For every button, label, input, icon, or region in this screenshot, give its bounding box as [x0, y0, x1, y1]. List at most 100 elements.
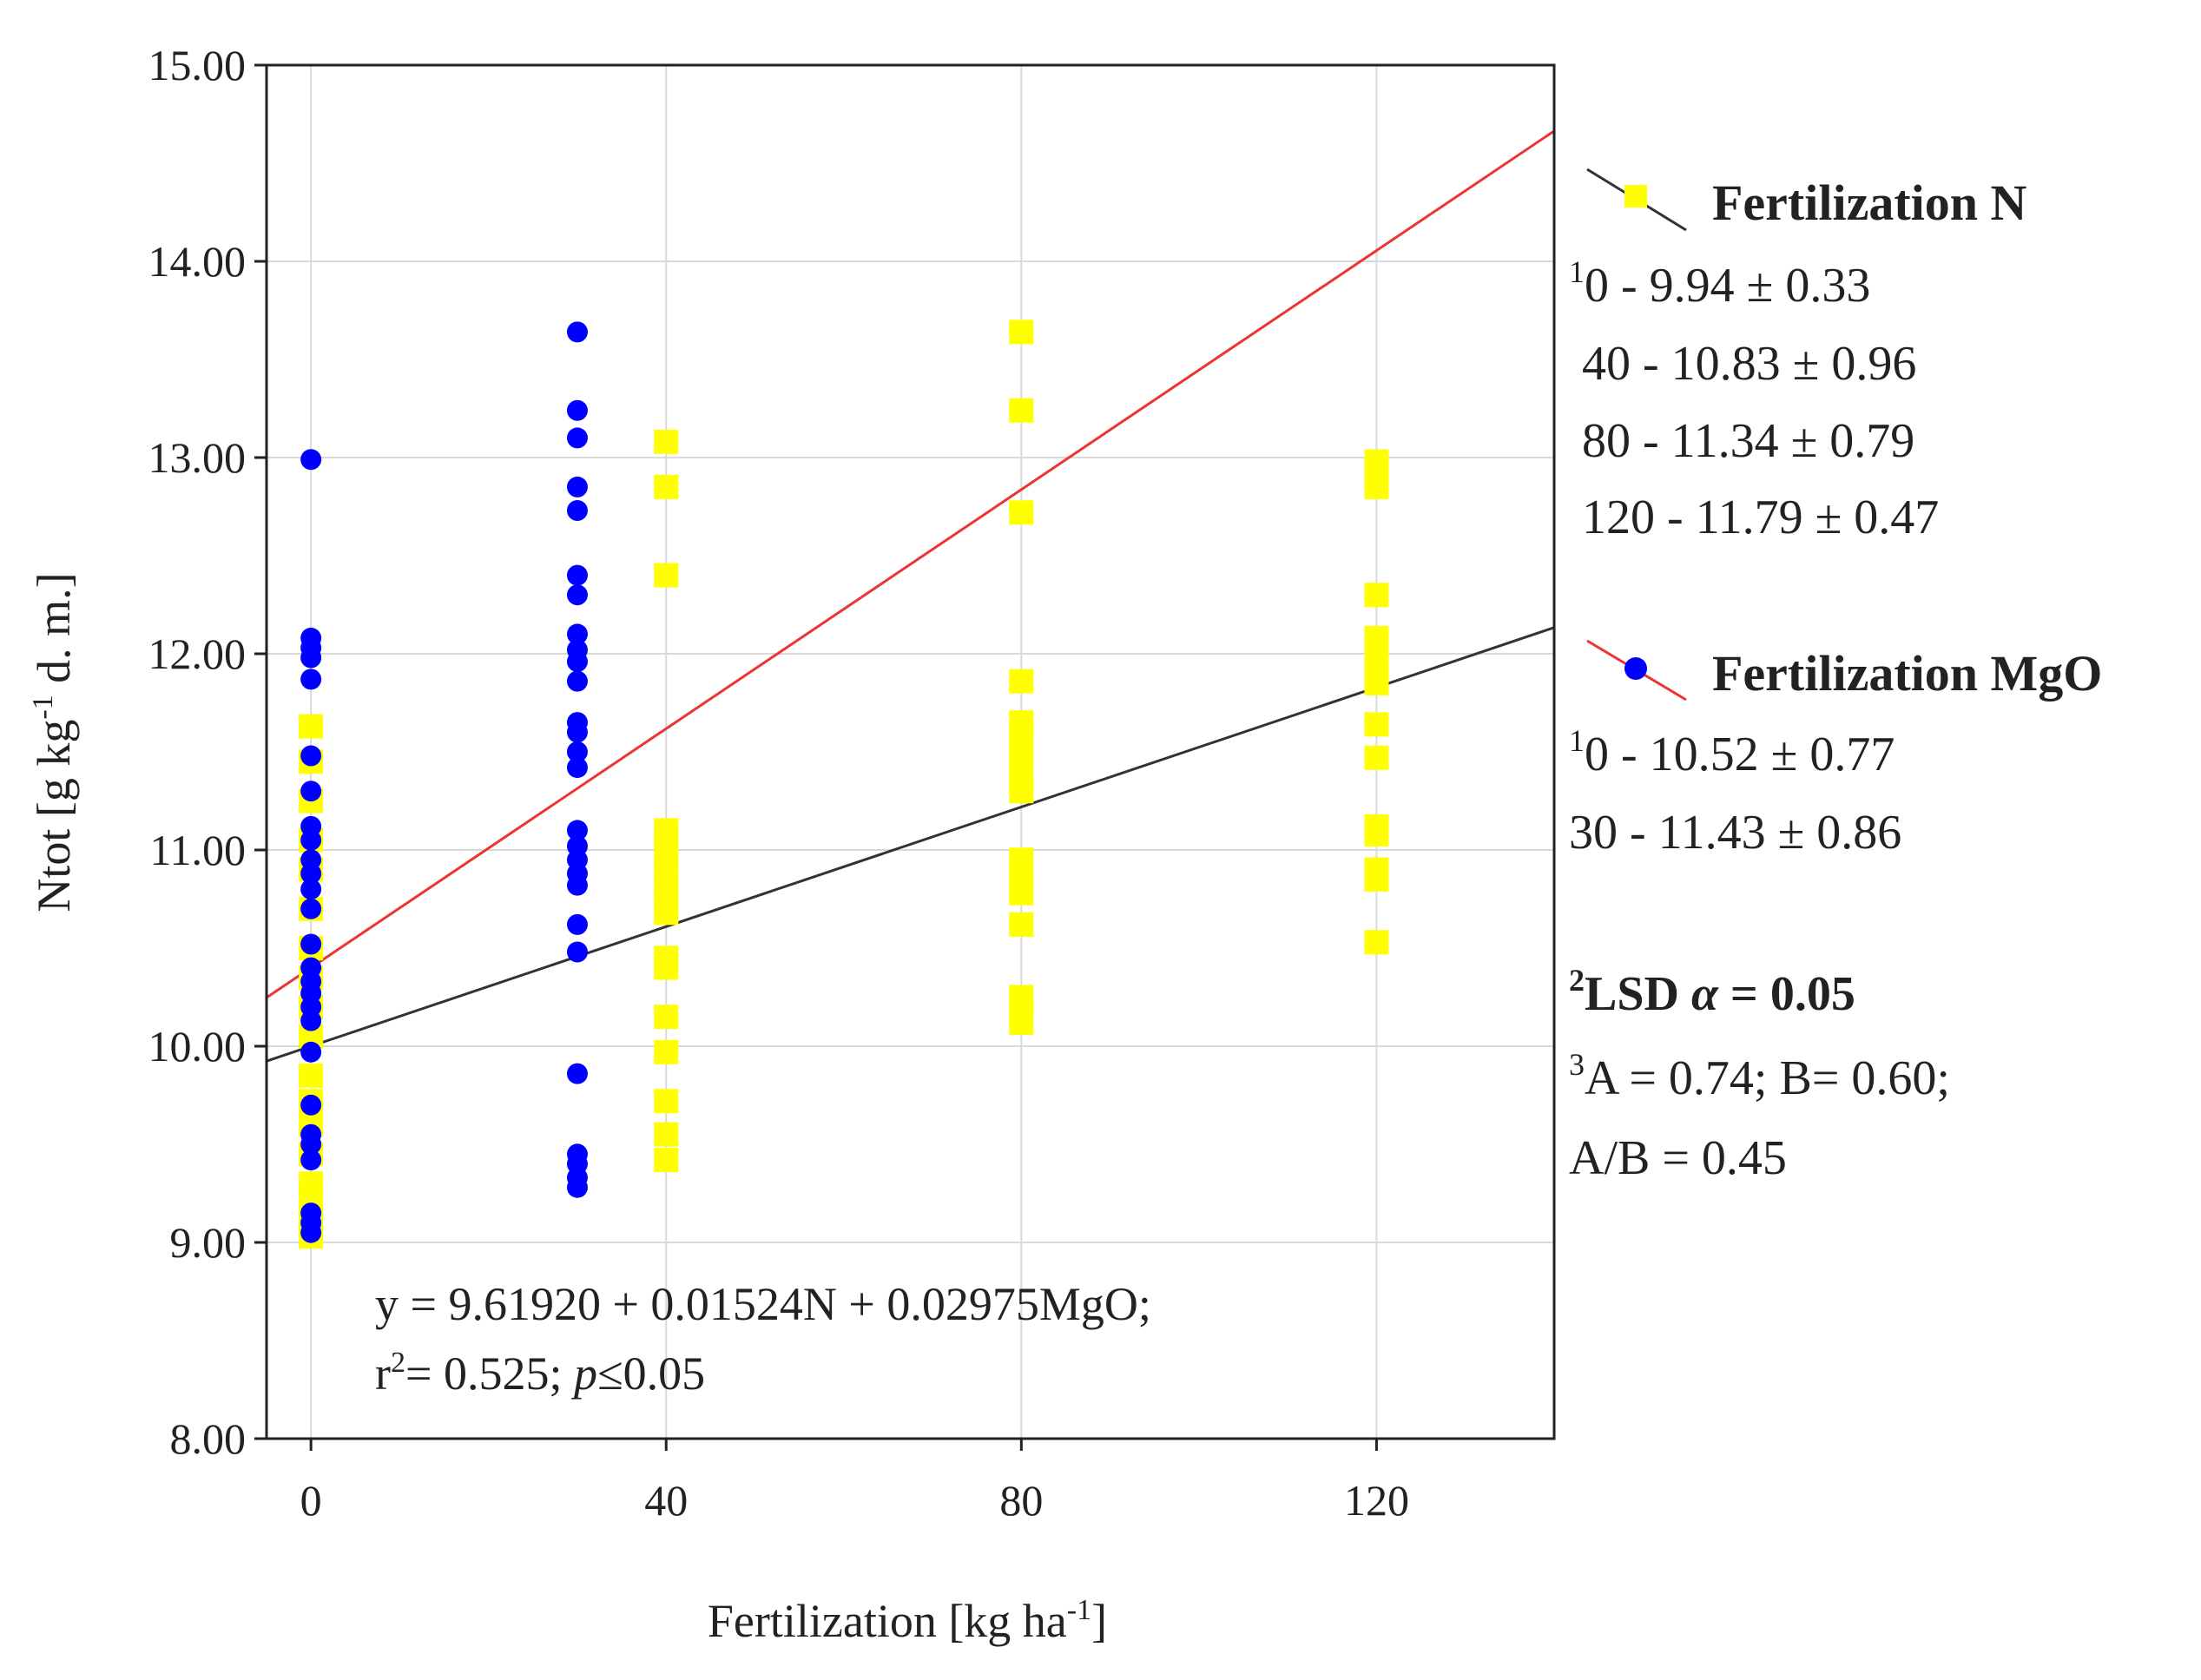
regression-equation: y = 9.61920 + 0.01524N + 0.02975MgO; — [375, 1278, 1151, 1330]
point-mgo-50 — [566, 476, 588, 497]
x-tick-label-1: 40 — [644, 1476, 688, 1525]
point-mgo-2 — [300, 1202, 322, 1224]
point-n-58 — [1364, 712, 1389, 737]
point-mgo-13 — [300, 933, 322, 955]
legend-mgo-stat-0: 10 - 10.52 ± 0.77 — [1569, 723, 1895, 781]
point-n-47 — [1009, 710, 1034, 735]
point-mgo-49 — [566, 500, 588, 522]
point-mgo-46 — [566, 623, 588, 645]
legend-n-stat-3: 120 - 11.79 ± 0.47 — [1582, 491, 1939, 544]
point-mgo-21 — [300, 745, 322, 767]
fit-lines — [266, 129, 1555, 1063]
point-mgo-6 — [300, 1094, 322, 1116]
fit-line-mgo — [266, 129, 1555, 999]
legend-n-title: Fertilization N — [1712, 175, 2027, 231]
y-tick-label-2: 10.00 — [148, 1022, 247, 1071]
point-n-31 — [654, 818, 679, 843]
y-tick-label-6: 14.00 — [148, 237, 247, 286]
point-mgo-53 — [566, 321, 588, 343]
point-mgo-25 — [300, 627, 322, 649]
y-tick-label-3: 11.00 — [149, 826, 246, 874]
point-mgo-22 — [300, 669, 322, 690]
point-n-66 — [1364, 449, 1389, 474]
point-n-20 — [654, 1089, 679, 1114]
point-n-32 — [654, 563, 679, 588]
point-mgo-48 — [566, 564, 588, 586]
point-n-52 — [1364, 930, 1389, 955]
legend-mgo-stat-1: 30 - 11.43 ± 0.86 — [1569, 806, 1901, 860]
point-n-41 — [1009, 847, 1034, 873]
plot-frame — [265, 63, 1556, 1440]
x-tick-label-2: 80 — [999, 1476, 1043, 1525]
point-mgo-12 — [300, 957, 322, 978]
legend-n-marker-icon — [1624, 185, 1647, 208]
legend-n-stat-2: 80 - 11.34 ± 0.79 — [1582, 414, 1914, 468]
point-mgo-7 — [300, 1041, 322, 1063]
point-n-17 — [299, 714, 324, 739]
point-mgo-5 — [300, 1123, 322, 1145]
point-mgo-39 — [566, 757, 588, 779]
point-n-49 — [1009, 500, 1034, 525]
y-tick-label-5: 13.00 — [148, 433, 247, 482]
point-n-54 — [1364, 857, 1389, 882]
point-n-33 — [654, 474, 679, 499]
point-mgo-3 — [300, 1150, 322, 1171]
point-n-63 — [1364, 583, 1389, 608]
point-n-50 — [1009, 398, 1034, 423]
fit-line-n — [266, 626, 1555, 1063]
y-tick-label-4: 12.00 — [148, 629, 247, 678]
point-n-34 — [654, 429, 679, 454]
point-n-18 — [654, 1148, 679, 1173]
point-n-3 — [299, 1171, 324, 1196]
legend-n: Fertilization N — [1586, 168, 2027, 232]
point-n-48 — [1009, 669, 1034, 694]
point-n-21 — [654, 1039, 679, 1064]
lsd-ab-interaction: A/B = 0.45 — [1569, 1131, 1787, 1185]
point-n-38 — [1009, 912, 1034, 937]
point-n-7 — [299, 1063, 324, 1088]
y-axis-title: Ntot [g kg-1 d. m.] — [27, 572, 80, 912]
point-mgo-14 — [300, 898, 322, 919]
point-mgo-32 — [566, 941, 588, 963]
point-mgo-20 — [300, 781, 322, 802]
point-n-37 — [1009, 985, 1034, 1010]
x-axis-title: Fertilization [kg ha-1] — [708, 1594, 1107, 1647]
point-mgo-38 — [566, 820, 588, 841]
point-n-22 — [654, 1005, 679, 1030]
legend-n-stats: 10 - 9.94 ± 0.33 40 - 10.83 ± 0.96 80 - … — [1569, 254, 1939, 544]
legend-mgo-title: Fertilization MgO — [1712, 645, 2102, 702]
point-mgo-30 — [566, 1143, 588, 1165]
data-points — [299, 320, 1389, 1249]
legend-mgo: Fertilization MgO — [1586, 639, 2102, 702]
point-mgo-33 — [566, 913, 588, 935]
point-mgo-19 — [300, 815, 322, 837]
point-mgo-42 — [566, 712, 588, 734]
y-tick-label-7: 15.00 — [148, 41, 247, 89]
point-mgo-43 — [566, 670, 588, 692]
point-n-51 — [1009, 320, 1034, 345]
legend-mgo-marker-icon — [1624, 657, 1647, 680]
point-n-62 — [1364, 625, 1389, 650]
regression-stats: r2= 0.525; p≤0.05 — [375, 1347, 705, 1400]
point-n-57 — [1364, 745, 1389, 770]
point-mgo-15 — [300, 879, 322, 900]
axis-ticks: 8.00 9.00 10.00 11.00 12.00 13.00 14.00 15.00 0 4… — [148, 41, 1409, 1525]
grid — [267, 65, 1554, 1439]
legend-n-stat-0: 10 - 9.94 ± 0.33 — [1569, 254, 1870, 313]
x-tick-label-0: 0 — [300, 1476, 322, 1525]
point-mgo-52 — [566, 399, 588, 421]
y-tick-label-1: 9.00 — [170, 1218, 247, 1267]
point-n-56 — [1364, 814, 1389, 839]
point-mgo-45 — [566, 639, 588, 661]
point-mgo-47 — [566, 584, 588, 606]
point-n-19 — [654, 1122, 679, 1147]
legend-mgo-stats: 10 - 10.52 ± 0.77 30 - 11.43 ± 0.86 — [1569, 723, 1901, 860]
point-mgo-51 — [566, 427, 588, 449]
point-mgo-31 — [566, 1063, 588, 1084]
point-mgo-37 — [566, 835, 588, 857]
lsd-ab-values: 3A = 0.74; B= 0.60; — [1569, 1047, 1950, 1105]
lsd-label: 2LSD α = 0.05 — [1569, 963, 1855, 1021]
legend-n-stat-1: 40 - 10.83 ± 0.96 — [1582, 337, 1916, 391]
point-mgo-17 — [300, 849, 322, 871]
